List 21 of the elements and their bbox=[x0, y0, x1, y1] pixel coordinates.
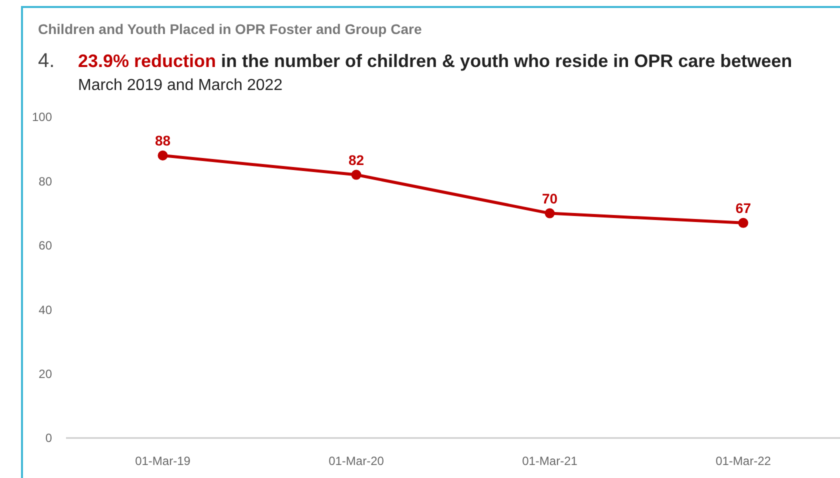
chart-subtitle: 23.9% reduction in the number of children & youth who reside in OPR care between March 2019 and March 2022 bbox=[78, 51, 792, 94]
x-tick-label: 01-Mar-19 bbox=[135, 454, 191, 468]
x-tick-label: 01-Mar-21 bbox=[522, 454, 578, 468]
point bbox=[351, 170, 362, 180]
y-tick-label: 20 bbox=[38, 367, 52, 381]
data-label: 88 bbox=[154, 132, 171, 149]
data-label: 67 bbox=[735, 200, 752, 216]
point bbox=[158, 150, 168, 161]
y-tick-label: 80 bbox=[38, 174, 52, 188]
x-tick-label: 01-Mar-20 bbox=[328, 454, 384, 468]
text: 4. bbox=[38, 50, 55, 72]
data-label: 82 bbox=[348, 152, 364, 168]
y-tick-label: 100 bbox=[32, 110, 52, 124]
y-tick-label: 60 bbox=[38, 238, 52, 253]
data-label: 70 bbox=[542, 190, 558, 206]
x-tick-label: 01-Mar-22 bbox=[716, 454, 772, 468]
chart-title: Children and Youth Placed in OPR Foster and Group Care bbox=[38, 21, 422, 37]
point bbox=[738, 218, 748, 228]
y-tick-label: 40 bbox=[38, 302, 52, 317]
y-tick-label: 0 bbox=[45, 431, 52, 446]
point bbox=[544, 208, 555, 218]
